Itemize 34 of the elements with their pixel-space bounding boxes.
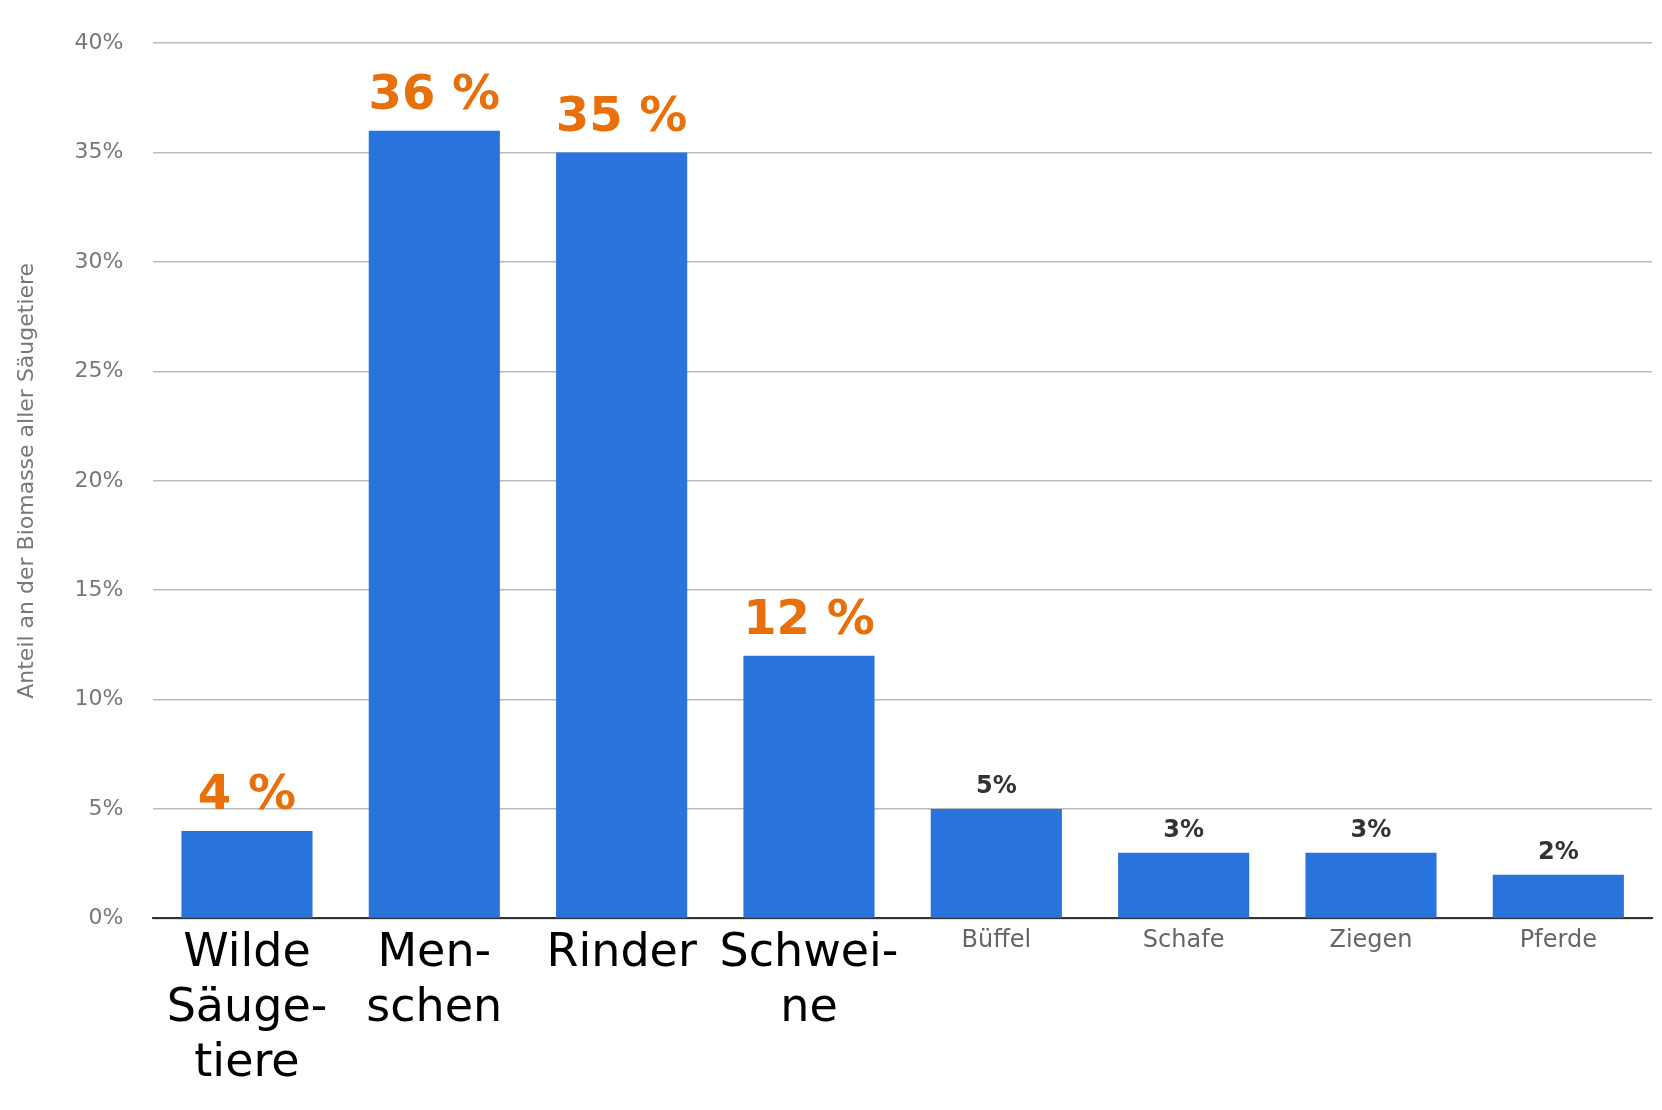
data-label: 12 % (743, 589, 875, 646)
bar (368, 130, 500, 918)
y-tick-label: 15% (74, 575, 124, 601)
x-tick-label: Ziegen (1329, 925, 1413, 954)
bar (1492, 874, 1624, 918)
y-tick-label: 20% (74, 466, 124, 492)
x-tick-label: Schwei-ne (719, 922, 899, 1033)
x-tick-label: Men-schen (366, 922, 503, 1033)
y-axis-title: Anteil an der Biomasse aller Säugetiere (12, 262, 38, 699)
data-label: 3% (1350, 814, 1392, 843)
x-tick-label: Schafe (1142, 925, 1225, 954)
bar (1305, 852, 1437, 918)
bar (556, 152, 688, 918)
x-tick-label: Rinder (546, 922, 697, 977)
data-label: 4 % (197, 764, 297, 821)
x-tick-label: Wilde Säuge-tiere (166, 922, 328, 1088)
y-tick-label: 10% (74, 685, 124, 711)
bar (181, 830, 313, 918)
y-tick-label: 35% (74, 138, 124, 164)
data-label: 35 % (555, 86, 688, 143)
bar (743, 655, 875, 918)
data-label: 2% (1537, 836, 1579, 865)
data-label: 36 % (368, 64, 501, 121)
y-tick-label: 25% (74, 357, 124, 383)
y-tick-label: 5% (88, 794, 124, 820)
data-label: 3% (1163, 814, 1205, 843)
data-label: 5% (975, 771, 1017, 800)
y-tick-label: 40% (74, 28, 124, 54)
y-tick-label: 0% (88, 904, 124, 930)
bar (1118, 852, 1250, 918)
x-tick-label: Büffel (961, 925, 1032, 954)
bar (930, 809, 1062, 918)
x-tick-label: Pferde (1519, 925, 1597, 954)
y-tick-label: 30% (74, 247, 124, 273)
